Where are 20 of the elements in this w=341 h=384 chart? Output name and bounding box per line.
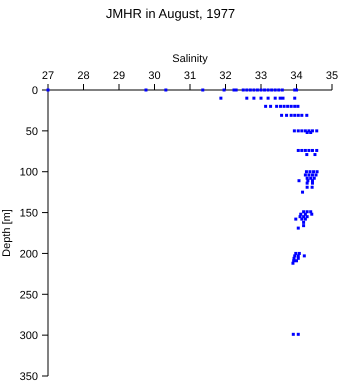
x-tick-label: 31 (184, 70, 196, 82)
x-tick-label: 35 (326, 70, 338, 82)
y-tick-label: 350 (20, 371, 38, 383)
y-tick-label: 50 (26, 126, 38, 138)
x-tick-label: 33 (254, 70, 268, 82)
y-axis-title: Depth [m] (1, 209, 13, 257)
chart-title: JMHR in August, 1977 (106, 6, 236, 21)
x-axis-title: Salinity (172, 53, 208, 65)
x-tick-label: 28 (77, 70, 90, 82)
y-tick-label: 300 (20, 330, 38, 342)
y-tick-label: 200 (20, 248, 38, 260)
y-tick-label: 100 (20, 166, 38, 179)
y-tick-label: 250 (20, 289, 38, 302)
x-tick-label: 30 (148, 70, 161, 82)
x-tick-label: 32 (219, 70, 232, 82)
y-tick-label: 150 (20, 208, 38, 220)
x-tick-label: 29 (112, 70, 126, 82)
x-tick-label: 27 (42, 70, 54, 82)
y-tick-label: 0 (32, 85, 38, 97)
x-tick-label: 34 (290, 70, 303, 82)
